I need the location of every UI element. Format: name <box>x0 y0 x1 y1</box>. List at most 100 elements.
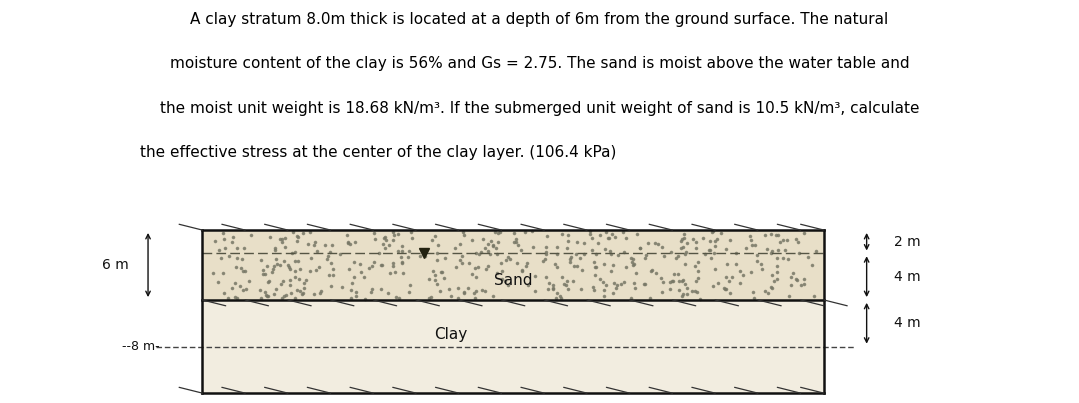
Point <box>392 253 409 260</box>
Point <box>722 290 739 297</box>
Point <box>679 240 696 247</box>
Point <box>615 249 632 256</box>
Point <box>677 251 694 258</box>
Point <box>467 274 484 280</box>
Point <box>721 237 738 243</box>
Point <box>283 249 300 256</box>
Point <box>312 290 329 297</box>
Point <box>672 244 689 251</box>
Point <box>259 263 276 270</box>
Point <box>513 247 530 253</box>
Point <box>477 244 494 251</box>
Point <box>735 272 752 278</box>
Point <box>609 282 626 289</box>
Point <box>290 276 308 283</box>
Point <box>602 251 619 258</box>
Point <box>378 237 395 244</box>
Point <box>452 257 469 264</box>
Point <box>742 237 760 243</box>
Point <box>760 290 777 297</box>
Point <box>803 262 820 268</box>
Point <box>709 279 726 286</box>
Point <box>455 231 473 238</box>
Point <box>460 285 477 291</box>
Point <box>704 229 721 235</box>
Point <box>322 249 339 255</box>
Point <box>287 249 304 256</box>
Point <box>677 261 694 268</box>
Point <box>597 282 614 288</box>
Point <box>609 251 626 258</box>
Point <box>669 253 686 260</box>
Point <box>569 239 586 246</box>
Point <box>780 293 797 299</box>
Point <box>589 240 606 246</box>
Point <box>664 278 681 285</box>
Point <box>624 262 641 268</box>
Bar <box>203 230 824 300</box>
Point <box>791 250 808 256</box>
Point <box>741 233 759 239</box>
Point <box>626 261 643 267</box>
Point <box>466 295 483 301</box>
Point <box>574 266 591 273</box>
Point <box>402 229 420 235</box>
Point <box>454 252 472 259</box>
Point <box>491 228 508 235</box>
Point <box>381 242 398 248</box>
Point <box>695 235 712 241</box>
Point <box>299 241 316 247</box>
Point <box>604 289 622 296</box>
Point <box>769 269 787 275</box>
Point <box>426 233 443 239</box>
Point <box>683 288 700 295</box>
Point <box>790 239 807 245</box>
Point <box>217 245 234 251</box>
Point <box>617 235 634 241</box>
Point <box>654 243 671 250</box>
Point <box>767 232 784 239</box>
Point <box>341 266 358 272</box>
Point <box>227 294 244 301</box>
Point <box>534 258 551 264</box>
Text: 2 m: 2 m <box>893 235 920 249</box>
Point <box>597 245 614 252</box>
Point <box>561 256 578 262</box>
Point <box>319 253 337 259</box>
Point <box>494 276 511 283</box>
Point <box>679 291 696 297</box>
Point <box>324 242 341 248</box>
Point <box>537 244 555 251</box>
Point <box>320 272 338 278</box>
Point <box>377 245 394 251</box>
Text: the moist unit weight is 18.68 kN/m³. If the submerged unit weight of sand is 10: the moist unit weight is 18.68 kN/m³. If… <box>160 101 919 116</box>
Point <box>800 253 817 260</box>
Point <box>595 279 612 285</box>
Point <box>477 288 494 294</box>
Point <box>706 266 723 272</box>
Point <box>455 289 473 295</box>
Point <box>420 295 437 301</box>
Point <box>289 237 306 244</box>
Point <box>558 278 575 285</box>
Point <box>615 279 632 285</box>
Point <box>568 251 585 257</box>
Point <box>559 238 576 245</box>
Point <box>263 269 281 275</box>
Point <box>493 268 510 274</box>
Point <box>377 233 394 240</box>
Point <box>689 268 707 275</box>
Point <box>295 289 312 296</box>
Point <box>508 260 525 267</box>
Point <box>665 271 682 278</box>
Point <box>623 255 640 261</box>
Point <box>345 259 363 265</box>
Point <box>387 293 405 300</box>
Text: 6 m: 6 m <box>101 258 128 272</box>
Point <box>428 256 446 263</box>
Point <box>517 263 534 269</box>
Point <box>267 245 284 251</box>
Point <box>447 245 464 251</box>
Text: moisture content of the clay is 56% and Gs = 2.75. The sand is moist above the w: moisture content of the clay is 56% and … <box>169 56 910 71</box>
Point <box>749 258 766 264</box>
